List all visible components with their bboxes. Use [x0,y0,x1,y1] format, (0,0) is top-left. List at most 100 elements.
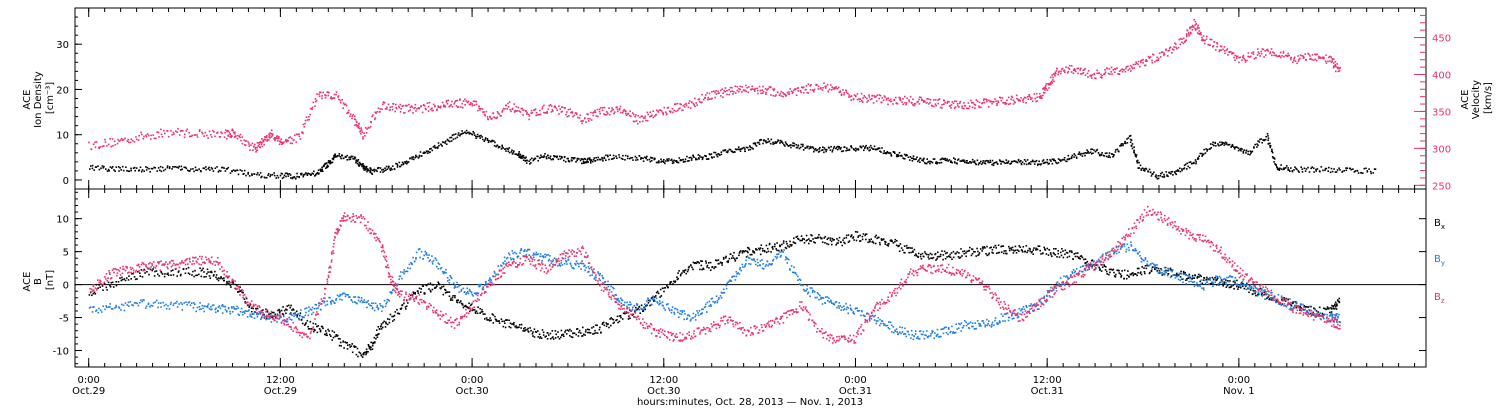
velocity-point [898,96,900,99]
density-point [1269,145,1272,147]
velocity-point [528,118,530,121]
velocity-point [1130,70,1132,72]
velocity-point [479,109,481,111]
density-point [1122,143,1124,145]
bx-point [545,335,547,337]
bx-point [1043,246,1045,249]
bx-point [1160,268,1162,270]
bx-point [778,249,780,252]
density-point [802,145,804,148]
velocity-point [534,108,537,110]
density-point [402,162,405,165]
density-point [313,170,315,173]
velocity-point [1081,72,1083,75]
density-point [939,158,942,161]
bx-point [1140,271,1142,273]
density-point [680,159,683,161]
density-point [526,159,528,162]
velocity-point [1077,72,1079,75]
bx-point [1118,269,1120,272]
density-point [1212,141,1214,144]
bx-point [1158,270,1161,272]
velocity-point [232,129,234,132]
density-point [273,174,276,177]
density-point [441,145,443,147]
bx-point [1233,287,1235,290]
density-point [1053,158,1055,160]
bx-point [490,319,492,321]
velocity-point [724,87,727,89]
density-point [407,161,410,163]
velocity-point [465,100,467,102]
bx-point [1101,264,1103,266]
velocity-point [409,106,412,109]
density-point [576,159,578,162]
density-point [1042,159,1045,161]
velocity-point [685,104,688,107]
bx-point [766,247,769,250]
bx-point [915,253,917,255]
density-point [183,166,185,169]
bx-point [509,322,512,325]
velocity-point [1241,59,1243,61]
velocity-point [975,99,978,101]
bx-point [612,322,615,325]
velocity-point [322,91,324,94]
velocity-point [256,141,259,144]
bx-point [1259,287,1262,290]
bx-point [420,288,422,290]
bx-point [495,320,498,322]
bx-point [629,317,631,320]
density-point [853,149,856,151]
bx-point [810,240,813,242]
velocity-point [850,95,853,97]
velocity-point [831,86,833,88]
density-point [1222,142,1224,144]
density-point [760,139,763,141]
bx-point [772,245,774,248]
density-point [1086,149,1088,151]
density-point [1179,170,1182,173]
density-point [1242,152,1245,154]
velocity-point [1328,56,1330,59]
bx-point [937,251,939,254]
bx-point [431,288,434,291]
bx-point [532,335,534,337]
bx-point [229,284,232,287]
velocity-point [612,108,615,111]
bx-point [570,330,573,332]
density-point [929,160,932,163]
bx-point [223,279,225,282]
density-point [210,167,213,169]
bx-point [391,315,393,318]
velocity-point [744,89,746,92]
bx-point [870,238,872,240]
bx-point [582,333,585,336]
bx-point [960,248,962,250]
velocity-point [1238,61,1240,64]
bx-point [683,271,686,273]
density-point [831,150,834,153]
velocity-point [1168,47,1171,49]
velocity-point [1113,71,1116,73]
bx-point [139,275,142,277]
density-point [752,142,755,145]
velocity-point [621,111,624,114]
density-point [156,170,159,172]
x-tick-time: 12:00 [1033,375,1062,386]
velocity-point [1012,99,1015,101]
velocity-point [762,90,765,93]
velocity-point [715,93,718,95]
bx-point [382,321,384,324]
velocity-point [1297,55,1299,57]
density-point [343,157,345,159]
velocity-point [580,120,582,122]
bx-point [880,239,883,241]
density-point [132,167,135,169]
velocity-point [276,140,279,142]
bx-point [565,333,568,335]
bx-point [976,247,978,250]
density-point [389,169,392,172]
bx-point [1283,298,1286,301]
bx-point [1254,290,1256,292]
